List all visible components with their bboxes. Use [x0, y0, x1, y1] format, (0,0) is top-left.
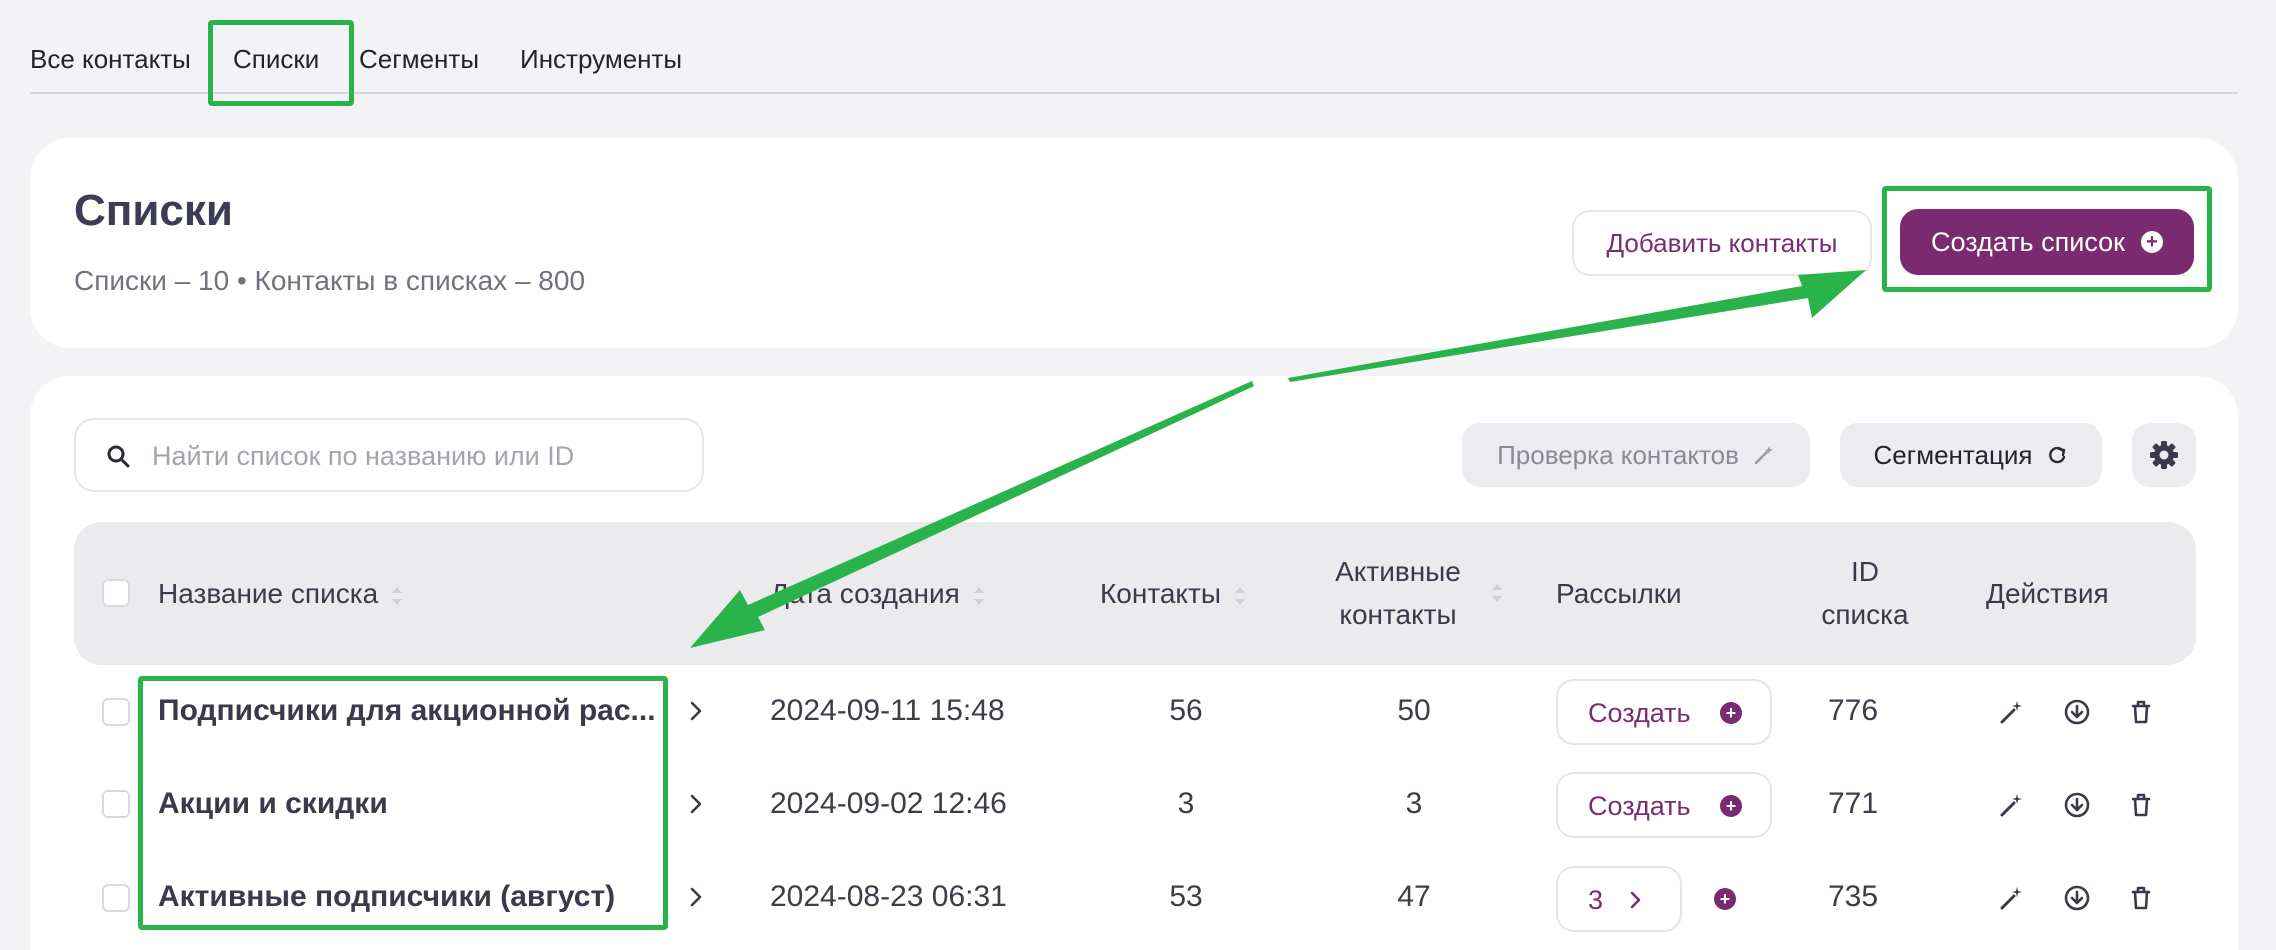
column-active-contacts[interactable]: Активные контакты	[1318, 550, 1478, 636]
list-id: 735	[1828, 880, 1879, 913]
add-contacts-label: Добавить контакты	[1606, 227, 1838, 258]
add-mailing-icon[interactable]: +	[1714, 888, 1736, 910]
tab-all-contacts[interactable]: Все контакты	[30, 44, 191, 74]
mailings-count-button[interactable]: 3	[1556, 866, 1682, 932]
column-active-line2: контакты	[1339, 599, 1457, 630]
create-mailing-label: Создать	[1588, 791, 1691, 821]
list-name[interactable]: Активные подписчики (август)	[158, 880, 616, 913]
active-contacts-count: 3	[1405, 787, 1423, 820]
magic-wand-icon	[1754, 446, 1773, 465]
contacts-count: 3	[1177, 787, 1195, 820]
created-date: 2024-08-23 06:31	[770, 880, 1007, 913]
page-title: Списки	[74, 186, 233, 235]
created-date: 2024-09-02 12:46	[770, 787, 1007, 820]
create-list-button[interactable]: Создать список +	[1900, 209, 2194, 275]
tab-active-underline	[233, 102, 320, 105]
row-checkbox[interactable]	[102, 698, 130, 726]
create-list-label: Создать список	[1931, 226, 2125, 257]
list-id: 776	[1828, 694, 1879, 727]
search-input[interactable]	[152, 434, 672, 478]
active-contacts-count: 47	[1397, 880, 1431, 913]
search-icon	[107, 445, 130, 468]
column-mailings: Рассылки	[1556, 578, 1682, 609]
add-contacts-button[interactable]: Добавить контакты	[1572, 210, 1872, 276]
refresh-icon	[2049, 446, 2066, 464]
plus-circle-icon: +	[1720, 795, 1742, 817]
magic-wand-icon[interactable]	[1996, 697, 2026, 727]
trash-icon[interactable]	[2126, 790, 2156, 820]
tab-lists-label: Списки	[233, 44, 320, 74]
column-contacts[interactable]: Контакты	[1100, 572, 1247, 615]
settings-button[interactable]	[2132, 423, 2196, 487]
segmentation-button[interactable]: Сегментация	[1840, 423, 2102, 487]
tab-lists[interactable]: Списки	[233, 44, 320, 105]
mailings-count: 3	[1588, 885, 1604, 915]
sort-icon[interactable]	[1490, 580, 1504, 606]
contacts-count: 53	[1169, 880, 1203, 913]
gear-icon	[2150, 441, 2178, 469]
row-checkbox[interactable]	[102, 790, 130, 818]
contacts-count: 56	[1169, 694, 1203, 727]
column-created-label: Дата создания	[770, 578, 960, 609]
sort-icon	[392, 586, 403, 605]
list-id: 771	[1828, 787, 1879, 820]
table-header: Название списка Дата создания Контакты А…	[74, 522, 2196, 665]
plus-circle-icon: +	[1720, 702, 1742, 724]
column-name[interactable]: Название списка	[158, 572, 404, 615]
active-contacts-count: 50	[1397, 694, 1431, 727]
magic-wand-icon[interactable]	[1996, 790, 2026, 820]
column-created[interactable]: Дата создания	[770, 572, 986, 615]
row-checkbox[interactable]	[102, 884, 130, 912]
download-icon[interactable]	[2062, 790, 2092, 820]
trash-icon[interactable]	[2126, 883, 2156, 913]
column-id: ID списка	[1810, 550, 1920, 636]
chevron-right-icon[interactable]	[686, 791, 706, 817]
chevron-right-icon[interactable]	[686, 698, 706, 724]
list-name[interactable]: Акции и скидки	[158, 787, 388, 820]
tab-bar: Все контакты Списки Сегменты Инструменты	[30, 30, 2238, 105]
page-stats: Списки – 10 • Контакты в списках – 800	[74, 265, 586, 296]
column-id-line1: ID	[1851, 556, 1879, 587]
tab-tools[interactable]: Инструменты	[520, 44, 683, 74]
column-name-label: Название списка	[158, 578, 379, 609]
check-contacts-label: Проверка контактов	[1497, 439, 1739, 470]
list-name[interactable]: Подписчики для акционной рас...	[158, 694, 656, 727]
plus-circle-icon: +	[2140, 231, 2163, 253]
create-mailing-button[interactable]: Создать +	[1556, 679, 1772, 745]
tab-segments[interactable]: Сегменты	[359, 44, 480, 74]
create-mailing-label: Создать	[1588, 698, 1691, 728]
trash-icon[interactable]	[2126, 697, 2156, 727]
create-mailing-button[interactable]: Создать +	[1556, 772, 1772, 838]
select-all-checkbox[interactable]	[102, 579, 130, 607]
segmentation-label: Сегментация	[1873, 439, 2033, 470]
column-actions: Действия	[1986, 578, 2109, 609]
column-active-line1: Активные	[1335, 556, 1461, 587]
download-icon[interactable]	[2062, 697, 2092, 727]
created-date: 2024-09-11 15:48	[770, 694, 1005, 727]
column-contacts-label: Контакты	[1100, 578, 1221, 609]
magic-wand-icon[interactable]	[1996, 883, 2026, 913]
sort-icon	[1234, 586, 1245, 605]
column-id-line2: списка	[1821, 599, 1909, 630]
chevron-right-icon[interactable]	[686, 884, 706, 910]
check-contacts-button[interactable]: Проверка контактов	[1462, 423, 1810, 487]
search-box	[74, 418, 704, 492]
download-icon[interactable]	[2062, 883, 2092, 913]
chevron-right-icon	[1630, 891, 1641, 909]
sort-icon	[973, 586, 984, 605]
